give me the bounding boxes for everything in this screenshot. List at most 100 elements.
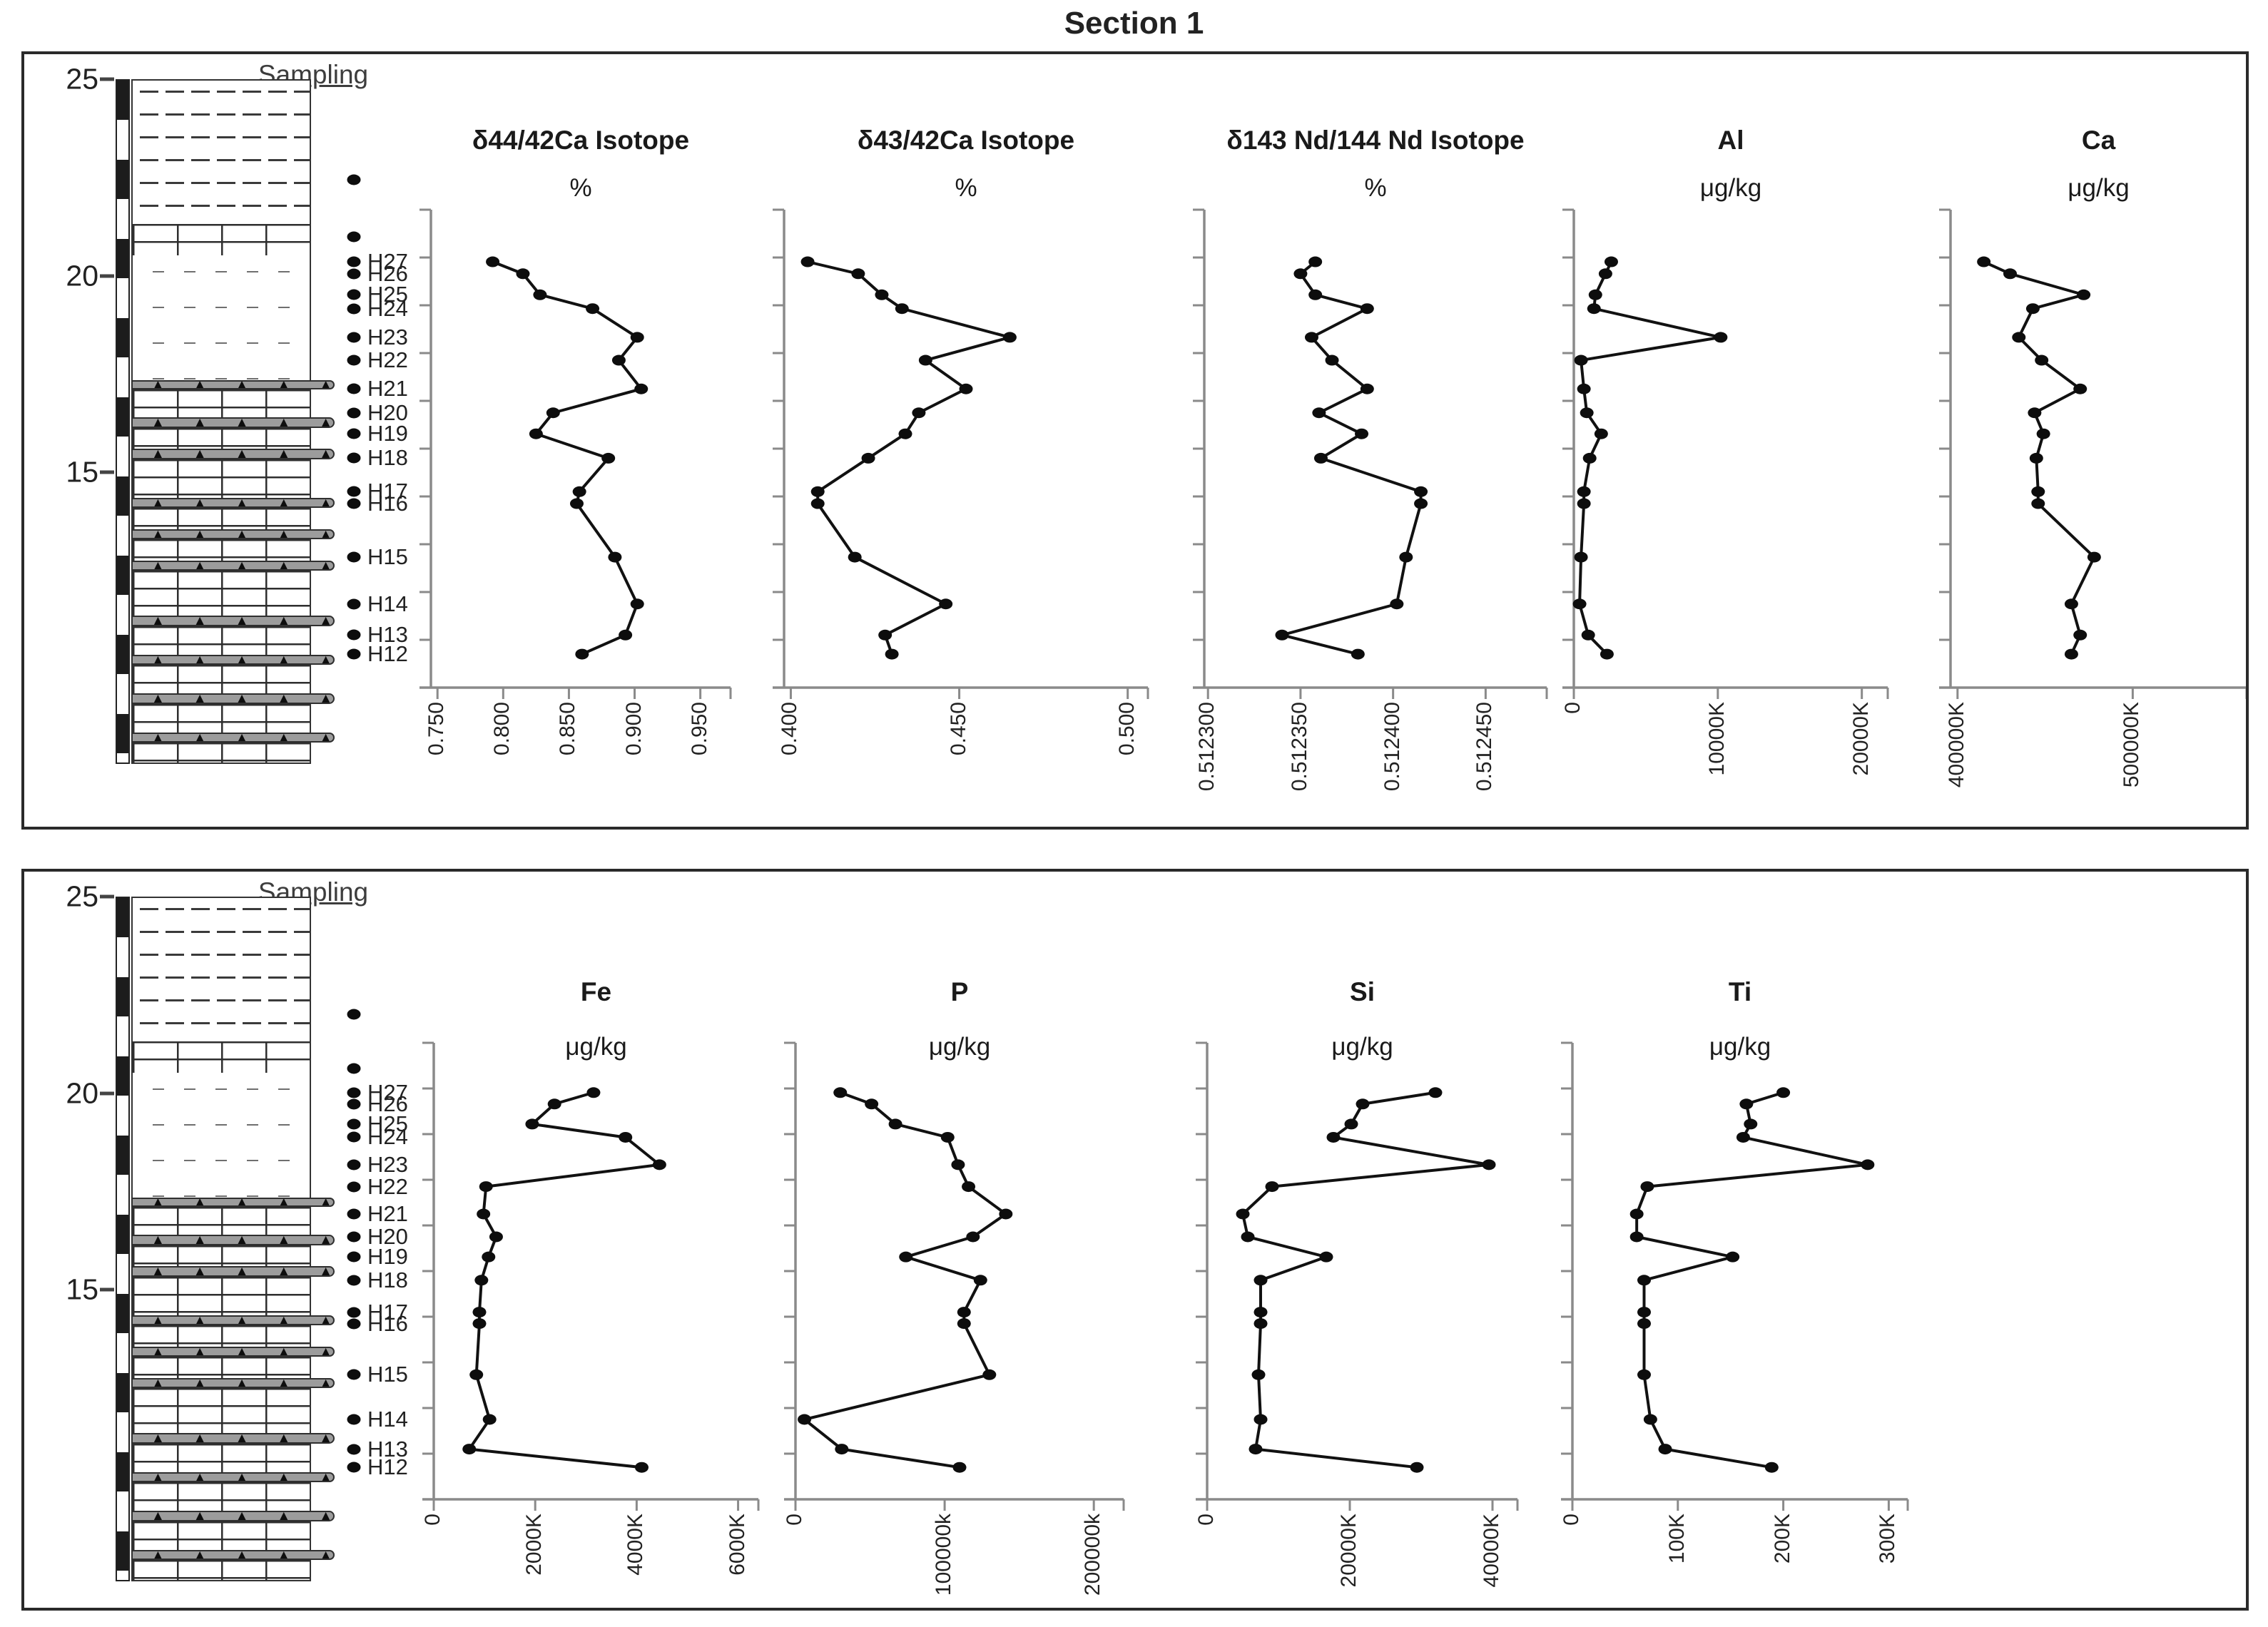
data-point [1249, 1444, 1263, 1455]
data-line [803, 1091, 1007, 1469]
data-point [810, 498, 825, 509]
sample-label: H26 [367, 1091, 408, 1116]
data-point [1355, 428, 1369, 439]
data-point [634, 383, 649, 394]
depth-tick-mark [100, 1091, 114, 1096]
sample-label: H25 [367, 282, 408, 307]
sample-label: H16 [367, 491, 408, 516]
sample-label: H21 [367, 1201, 408, 1226]
ash-triangle-symbols: ▲▲▲▲▲ [151, 1235, 332, 1245]
x-tick-label: 0.450 [946, 702, 970, 756]
data-point [861, 452, 875, 464]
strat-layer-brick [133, 1521, 310, 1550]
sample-label: H19 [367, 421, 408, 447]
chart-title: P [950, 977, 969, 1006]
data-line [1280, 260, 1423, 656]
chart-title: δ44/42Ca Isotope [472, 126, 690, 155]
sample-dot [347, 1307, 361, 1318]
data-point [547, 1098, 561, 1110]
data-point [957, 1318, 971, 1330]
strat-layer-brick [133, 539, 310, 561]
sample-dot [347, 1251, 361, 1263]
sample-label: H18 [367, 1267, 408, 1292]
sample-label: H17 [367, 1299, 408, 1325]
sample-dot [347, 1118, 361, 1130]
strat-layer-brick [133, 427, 310, 449]
sample-label: H14 [367, 591, 408, 616]
data-point [800, 256, 815, 267]
ash-triangle-symbols: ▲▲▲▲▲ [151, 561, 332, 571]
x-tick-label: 0.512300 [1195, 702, 1219, 792]
strat-layer-brick [133, 1357, 310, 1378]
strat-layer-brick [133, 508, 310, 530]
strat-layer-ash: ▲▲▲▲▲ [131, 1197, 335, 1208]
sample-dot [347, 231, 361, 243]
strat-layer-brick [133, 1560, 310, 1580]
depth-tick-label: 15 [66, 455, 98, 489]
data-point [1325, 355, 1339, 366]
data-point [2003, 268, 2017, 280]
data-point [1360, 383, 1374, 394]
ash-triangle-symbols: ▲▲▲▲▲ [151, 693, 332, 704]
strat-layer-ash: ▲▲▲▲▲ [131, 654, 335, 665]
figure-title: Section 1 [1064, 6, 1204, 41]
data-line [467, 1091, 661, 1469]
ash-triangle-symbols: ▲▲▲▲▲ [151, 1511, 332, 1521]
depth-tick-label: 25 [66, 879, 98, 913]
data-point [1251, 1369, 1266, 1380]
data-point [619, 629, 633, 641]
chart-title: Si [1350, 977, 1375, 1006]
x-tick-label: 200000k [1081, 1514, 1105, 1596]
data-point [572, 486, 586, 497]
data-point [833, 1087, 848, 1098]
strat-layer-ash: ▲▲▲▲▲ [131, 1378, 335, 1389]
sample-dot [347, 1181, 361, 1193]
strat-layer-brick [133, 665, 310, 694]
data-point [1360, 303, 1374, 315]
data-point [1587, 303, 1601, 315]
x-tick-label: 0.500 [1114, 702, 1139, 756]
sample-dot [347, 289, 361, 300]
data-point [611, 355, 626, 366]
depth-tick-mark [100, 894, 114, 899]
depth-tick-mark [100, 1287, 114, 1292]
strat-layer-brick [133, 743, 310, 763]
sample-dot [347, 1414, 361, 1425]
data-point [1744, 1118, 1758, 1130]
ash-triangle-symbols: ▲▲▲▲▲ [151, 449, 332, 459]
data-point [1351, 648, 1365, 660]
data-point [966, 1231, 980, 1243]
strat-layer-brick [133, 1041, 310, 1073]
x-tick-label: 100000k [932, 1514, 956, 1596]
strat-layer-ash: ▲▲▲▲▲ [131, 1549, 335, 1561]
sample-dot [347, 1098, 361, 1110]
data-point [982, 1369, 997, 1380]
x-tick-label: 0.512450 [1473, 702, 1497, 792]
data-point [1577, 498, 1591, 509]
x-tick-label: 0 [1560, 1514, 1583, 1526]
data-point [479, 1181, 493, 1193]
data-point [959, 383, 973, 394]
strat-layer-brick [133, 1276, 310, 1316]
ash-triangle-symbols: ▲▲▲▲▲ [151, 616, 332, 626]
data-point [1600, 648, 1614, 660]
sample-label: H20 [367, 1224, 408, 1249]
sample-dot [347, 407, 361, 419]
data-point [1275, 629, 1289, 641]
data-point [1776, 1087, 1791, 1098]
data-point [469, 1369, 484, 1380]
strat-layer-ash: ▲▲▲▲▲ [131, 1433, 335, 1444]
x-tick-label: 0.750 [424, 702, 449, 756]
data-point [529, 428, 543, 439]
data-point [1764, 1462, 1779, 1473]
data-point [2064, 648, 2078, 660]
x-tick-label: 2000K [522, 1514, 546, 1576]
strat-layer-brick [133, 1207, 310, 1235]
data-point [2031, 486, 2045, 497]
strat-layer-shale [133, 898, 310, 1041]
data-point [1629, 1208, 1644, 1220]
sample-dot [347, 498, 361, 509]
data-point [1344, 1118, 1358, 1130]
sample-dot [347, 268, 361, 280]
sample-label: H27 [367, 249, 408, 275]
